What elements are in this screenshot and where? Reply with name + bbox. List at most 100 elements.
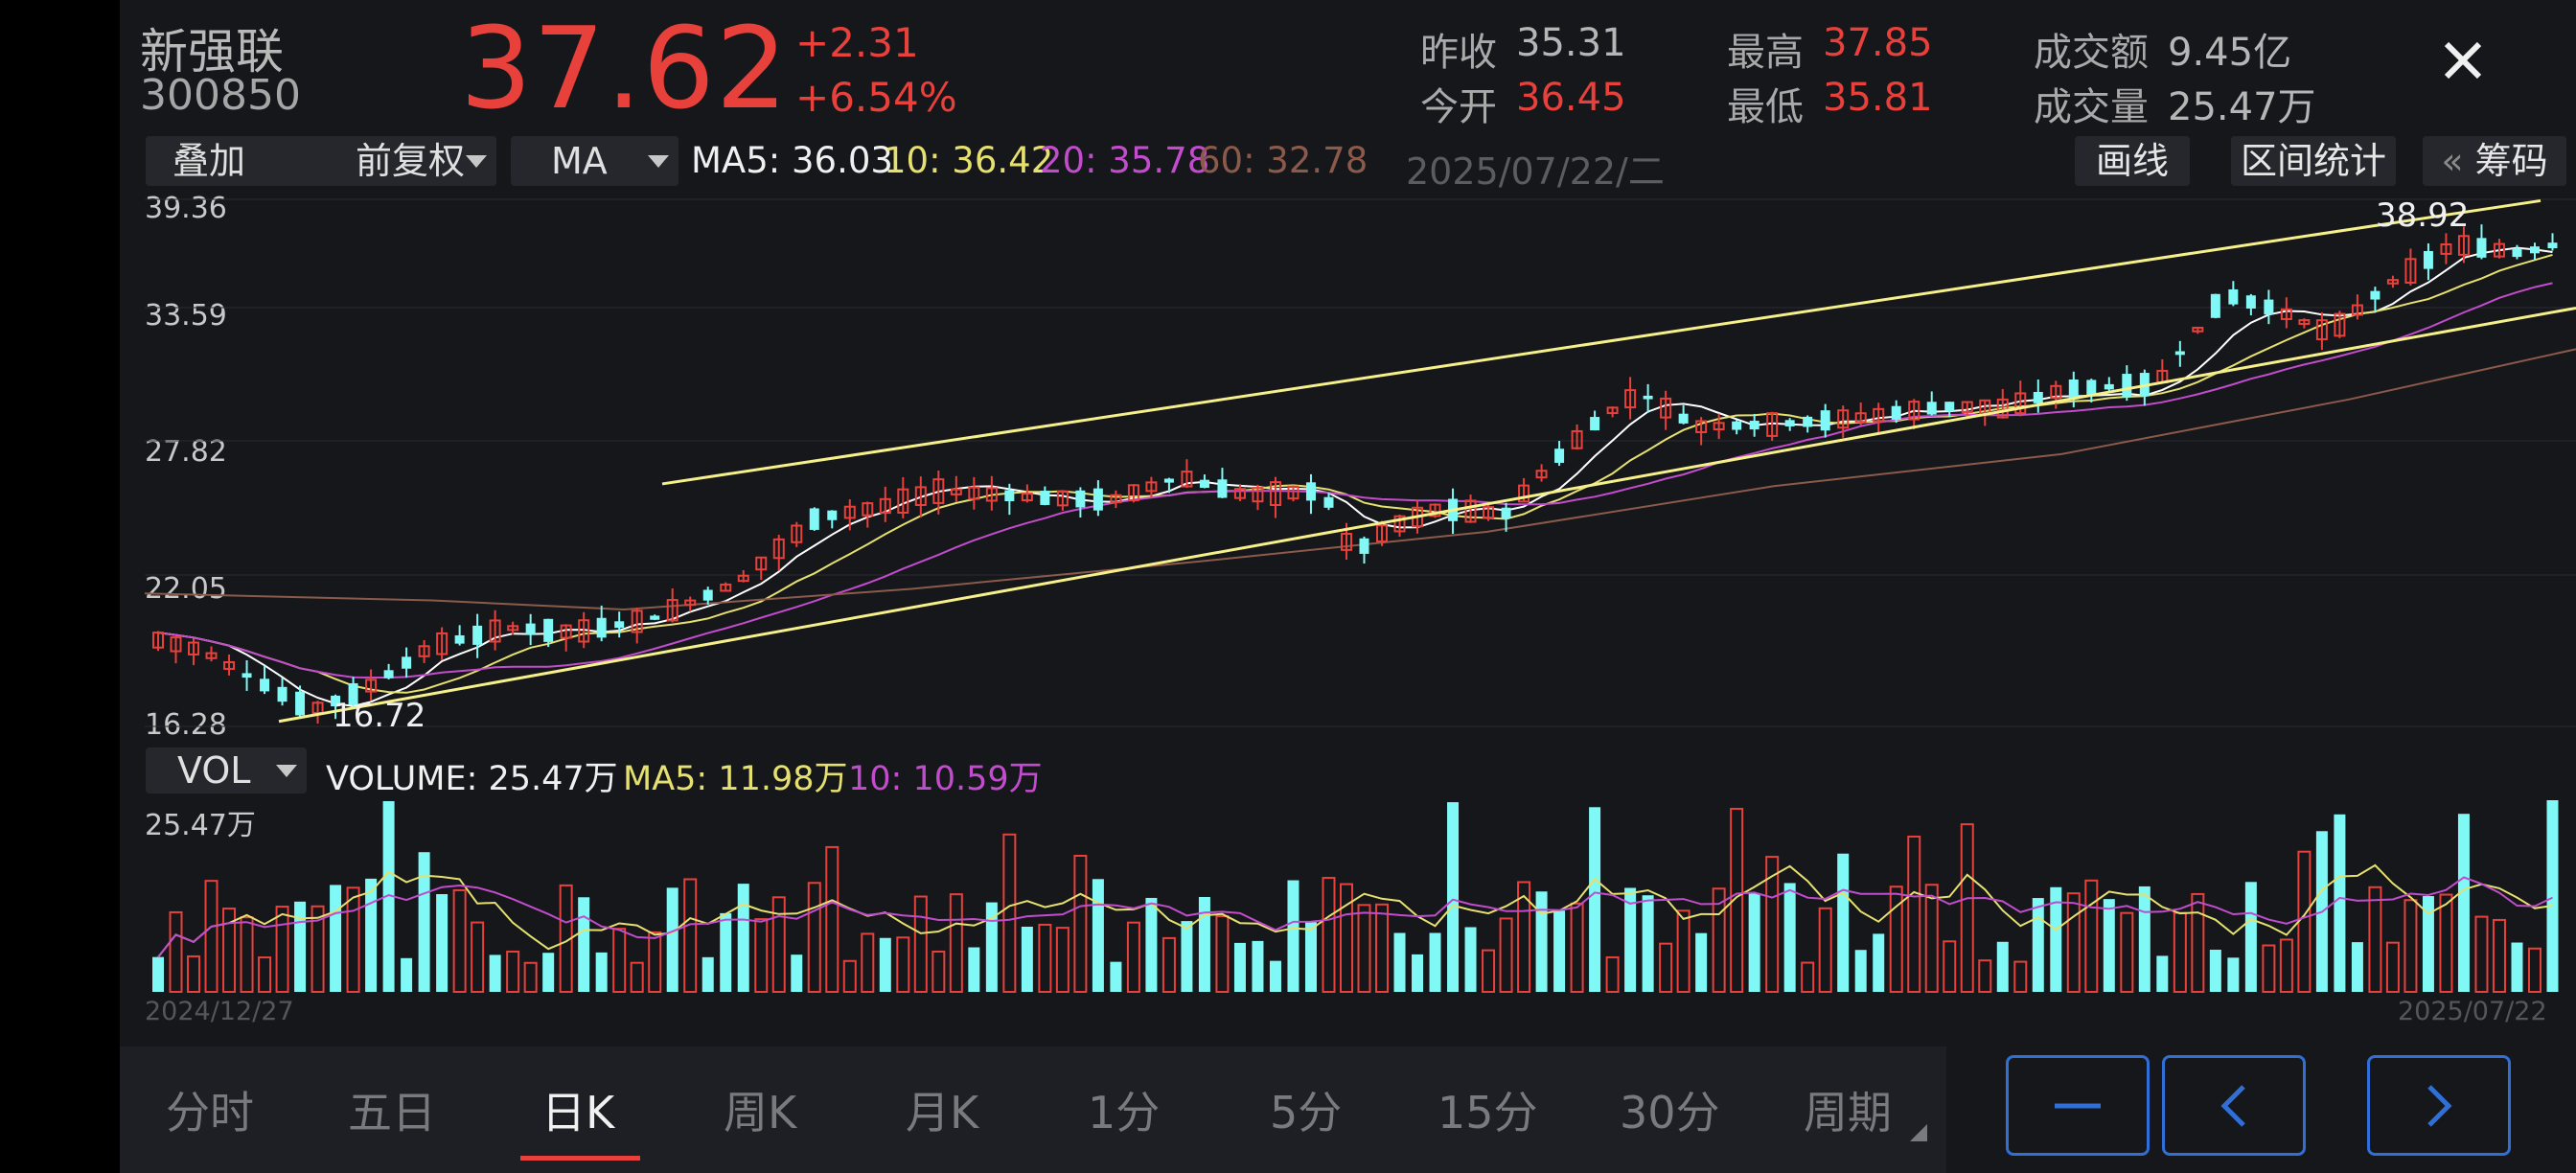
ma60-line (145, 348, 2576, 611)
tab-15min[interactable]: 15分 (1438, 1087, 1538, 1138)
volume-bar (2385, 941, 2400, 994)
vol-indicator-dropdown[interactable]: VOL (146, 748, 307, 794)
candle-body (1501, 507, 1511, 518)
candle-body (2245, 295, 2256, 309)
candle-body (295, 691, 306, 716)
candle-body (383, 670, 394, 678)
chips-button[interactable]: « 筹码 (2423, 136, 2566, 186)
candle-body (932, 478, 945, 504)
volume-bar (985, 902, 998, 992)
candle-body (1854, 412, 1867, 424)
volume-bar (595, 952, 608, 992)
volume-bar (1642, 895, 1654, 992)
volume-value: 25.47万 (2168, 85, 2316, 129)
next-button[interactable] (2367, 1055, 2511, 1156)
volume-bar (1943, 940, 1957, 994)
tab-30min[interactable]: 30分 (1620, 1087, 1720, 1138)
candle-body (260, 678, 270, 692)
tab-intraday[interactable]: 分时 (166, 1087, 254, 1138)
candle-body (1217, 479, 1228, 498)
draw-line-button[interactable]: 画线 (2075, 136, 2190, 186)
candle-body (1163, 478, 1174, 483)
volume-bar (666, 887, 678, 992)
volume-bar (2138, 886, 2150, 992)
tab-monthly-k[interactable]: 月K (906, 1087, 979, 1138)
volume-bar (1783, 883, 1796, 992)
turnover-value: 9.45亿 (2168, 31, 2292, 75)
tab-5min[interactable]: 5分 (1270, 1087, 1343, 1138)
volume-bar (401, 957, 413, 992)
stock-name: 新强联 (140, 24, 284, 80)
volume-bar (2457, 814, 2470, 992)
volume-bar (2368, 886, 2382, 993)
kline-chart[interactable] (145, 192, 2576, 743)
range-stats-button[interactable]: 区间统计 (2231, 136, 2396, 186)
candle-body (2014, 392, 2027, 415)
candle-body (2493, 242, 2505, 258)
volume-legend: VOLUME: 25.47万 (326, 760, 618, 798)
candle-body (1554, 448, 1565, 463)
candle-body (1908, 401, 1920, 421)
stock-detail-screen: 新强联 300850 37.62 +2.31 +6.54% 昨收 35.31 今… (120, 0, 2576, 1173)
volume-bar (720, 912, 732, 992)
volume-bar (506, 950, 520, 993)
volume-bar (471, 921, 485, 994)
volume-chart[interactable] (145, 795, 2576, 997)
volume-bar (1447, 802, 1460, 992)
close-button[interactable] (2429, 27, 2496, 94)
volume-bar (1553, 910, 1566, 992)
tab-period[interactable]: 周期 (1804, 1087, 1892, 1138)
candle-body (1127, 484, 1139, 502)
volume-bar (1605, 955, 1620, 994)
ma20-legend: 20: 35.78 (1040, 140, 1210, 181)
indicator-dropdown[interactable]: MA (511, 136, 678, 186)
ma10-line (157, 253, 2553, 694)
tab-1min[interactable]: 1分 (1088, 1087, 1161, 1138)
candle-body (1323, 496, 1334, 508)
candle-body (2315, 319, 2328, 341)
volume-bar (1873, 933, 1885, 992)
volume-bar (683, 878, 698, 993)
candle-body (1233, 488, 1246, 499)
candle-body (1199, 479, 1209, 489)
volume-bar (1287, 880, 1300, 992)
volume-bar (258, 956, 272, 993)
volume-bar (825, 845, 840, 993)
volume-bar (240, 916, 254, 993)
candle-body (1287, 485, 1300, 500)
candle-body (1110, 494, 1122, 504)
adjust-dropdown[interactable]: 前复权 (329, 136, 496, 186)
low-value: 35.81 (1823, 76, 1933, 120)
candle-body (2104, 383, 2114, 390)
volume-bar (612, 928, 627, 994)
candle-body (1944, 402, 1955, 411)
candle-body (1891, 405, 1901, 420)
tab-daily-k[interactable]: 日K (541, 1087, 615, 1138)
candle-body (1483, 506, 1495, 519)
candle-body (472, 625, 483, 645)
candle-body (2512, 248, 2522, 258)
volume-bar (1695, 932, 1708, 992)
candle-body (843, 505, 856, 519)
selected-date: 2025/07/22/二 (1406, 150, 1665, 193)
chevron-right-icon (2427, 1085, 2452, 1127)
stock-code: 300850 (140, 71, 301, 120)
candle-body (1961, 401, 1973, 413)
volume-bar (2404, 899, 2418, 993)
volume-bar (2351, 942, 2363, 992)
tab-weekly-k[interactable]: 周K (724, 1087, 797, 1138)
volume-bar (2527, 947, 2542, 993)
tab-five-day[interactable]: 五日 (348, 1087, 436, 1138)
volume-bar (2209, 950, 2221, 992)
candle-body (1004, 490, 1015, 501)
volume-bar (2120, 911, 2134, 993)
volume-bar (1110, 961, 1122, 992)
volume-bar (1092, 879, 1104, 992)
zoom-out-button[interactable] (2006, 1055, 2150, 1156)
volume-bar (1375, 903, 1390, 993)
volume-bar (2546, 800, 2559, 992)
minus-icon (2055, 1103, 2101, 1109)
prev-button[interactable] (2162, 1055, 2306, 1156)
candle-body (1784, 420, 1795, 426)
prev-close-value: 35.31 (1516, 21, 1626, 65)
